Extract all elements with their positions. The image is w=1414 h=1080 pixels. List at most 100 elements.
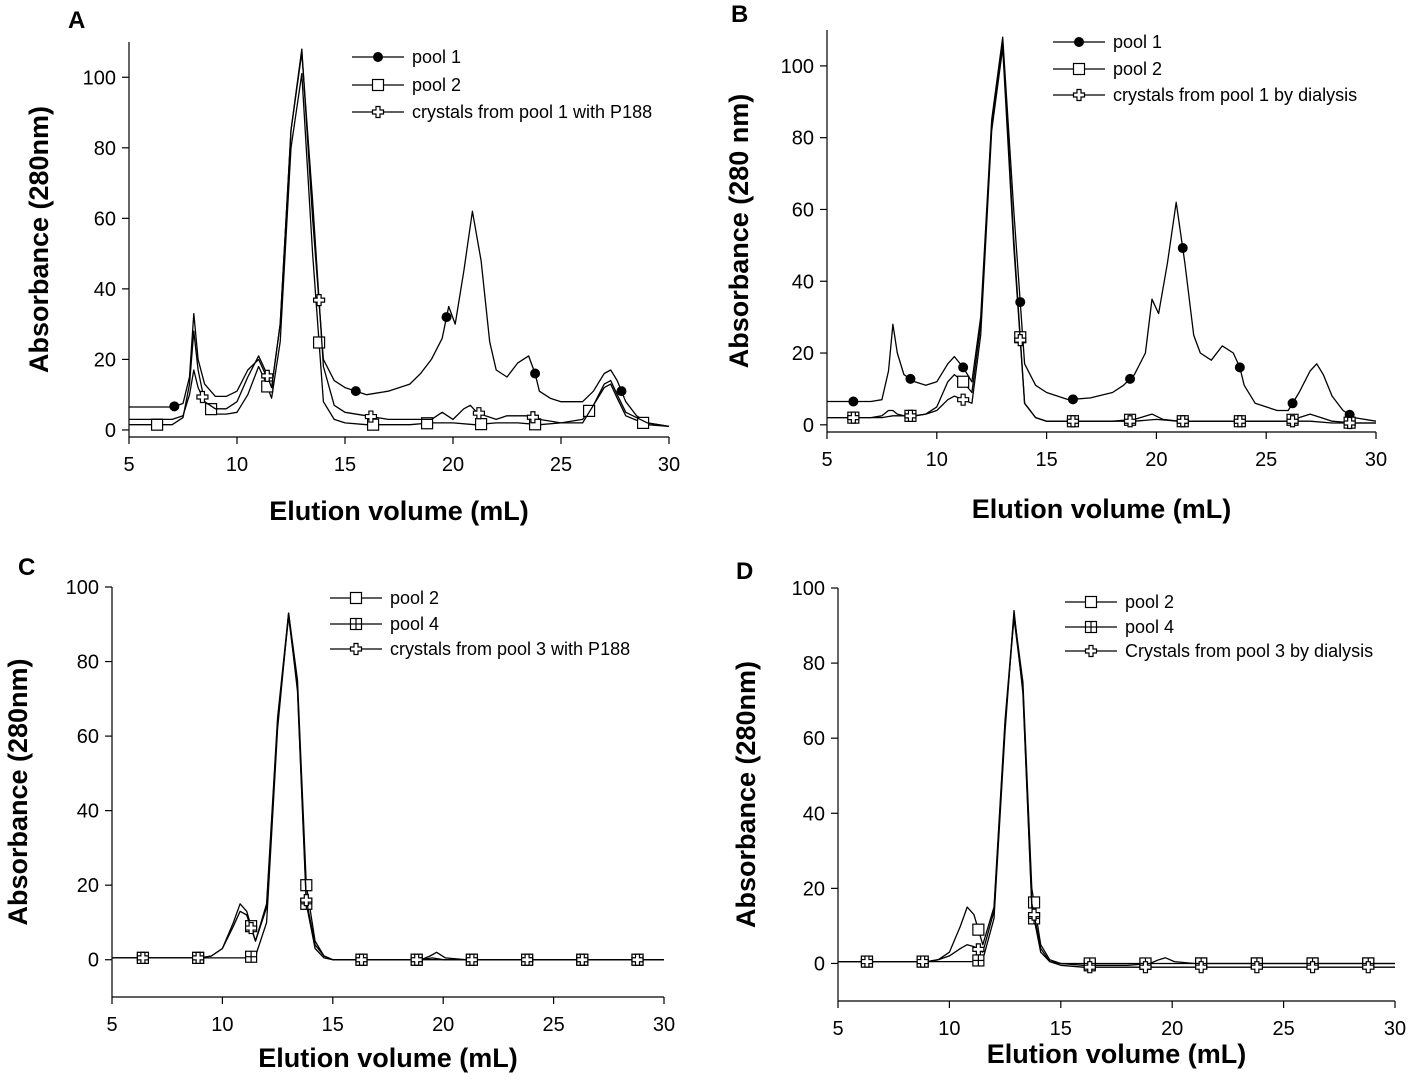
series-line [129, 73, 670, 428]
data-point-marker [312, 294, 326, 307]
data-point-marker [1287, 398, 1298, 409]
legend-label: pool 1 [412, 47, 461, 67]
y-tick-label: 100 [83, 67, 116, 89]
data-point-marker [972, 943, 985, 956]
data-point-marker [526, 411, 540, 424]
data-point-marker [1066, 415, 1080, 428]
data-point-marker [1195, 961, 1208, 974]
data-point-marker [441, 312, 452, 323]
y-tick-label: 60 [792, 199, 814, 221]
x-tick-label: 30 [1365, 449, 1387, 471]
legend-marker [373, 52, 383, 62]
legend-entry: pool 4 [1065, 617, 1174, 637]
series-line [129, 51, 670, 428]
legend-marker [371, 105, 385, 119]
x-tick-label: 20 [442, 454, 464, 476]
series-line [129, 48, 670, 428]
series-3 [838, 617, 1395, 974]
y-tick-label: 20 [94, 349, 116, 371]
data-point-marker [1027, 908, 1041, 921]
x-axis-title: Elution volume (mL) [269, 496, 529, 526]
y-tick-label: 60 [77, 726, 99, 748]
y-tick-label: 20 [792, 343, 814, 365]
legend-entry: crystals from pool 1 by dialysis [1053, 85, 1357, 105]
data-point-marker [1362, 961, 1375, 974]
x-tick-label: 15 [322, 1014, 344, 1036]
data-point-marker [355, 953, 368, 966]
legend-marker [1084, 644, 1098, 658]
x-axis-title: Elution volume (mL) [987, 1039, 1247, 1069]
legend-marker [1072, 62, 1086, 76]
series-2 [112, 612, 664, 966]
legend-label: pool 2 [390, 588, 439, 608]
series-3 [827, 47, 1376, 430]
y-axis-title: Absorbance (280nm) [3, 658, 33, 925]
data-point-marker [245, 921, 258, 935]
x-tick-label: 25 [1272, 1018, 1294, 1040]
data-point-marker [472, 407, 486, 420]
series-line [838, 617, 1395, 968]
x-tick-label: 25 [542, 1014, 564, 1036]
y-tick-label: 40 [94, 279, 116, 301]
data-point-marker [136, 951, 150, 964]
legend-label: crystals from pool 3 with P188 [390, 639, 630, 659]
x-tick-label: 15 [1035, 449, 1057, 471]
data-point-marker [957, 375, 970, 388]
data-point-marker [972, 923, 985, 936]
legend-entry: pool 1 [352, 47, 461, 67]
panel-letter: D [736, 558, 753, 585]
legend-label: pool 4 [1125, 617, 1174, 637]
data-point-marker [1067, 394, 1078, 405]
x-tick-label: 10 [926, 449, 948, 471]
data-point-marker [420, 417, 434, 430]
x-tick-label: 30 [653, 1014, 675, 1036]
legend-entry: pool 2 [1053, 59, 1162, 79]
data-point-marker [474, 418, 488, 431]
x-tick-label: 10 [226, 454, 248, 476]
x-tick-label: 10 [938, 1018, 960, 1040]
data-point-marker [1286, 415, 1299, 428]
legend-label: pool 2 [412, 75, 461, 95]
data-point-marker [1014, 334, 1027, 347]
legend-label: crystals from pool 1 with P188 [412, 102, 652, 122]
data-point-marker [410, 953, 423, 966]
data-point-marker [631, 953, 644, 966]
legend-entry: pool 1 [1053, 32, 1162, 52]
legend-label: crystals from pool 1 by dialysis [1113, 85, 1357, 105]
x-tick-label: 5 [821, 449, 832, 471]
data-point-marker [1123, 415, 1137, 428]
legend-marker [349, 642, 363, 656]
legend-entry: pool 2 [352, 75, 461, 95]
legend-entry: pool 2 [1065, 592, 1174, 612]
y-tick-label: 40 [803, 803, 825, 825]
data-point-marker [1177, 243, 1188, 254]
series-line [827, 47, 1376, 424]
y-tick-label: 0 [88, 950, 99, 972]
data-point-marker [261, 369, 274, 382]
data-point-marker [847, 411, 860, 424]
data-point-marker [1234, 362, 1245, 373]
data-point-marker [150, 418, 164, 431]
y-tick-label: 100 [792, 578, 825, 600]
data-point-marker [860, 955, 874, 968]
y-tick-label: 40 [792, 271, 814, 293]
x-tick-label: 30 [1384, 1018, 1406, 1040]
legend-marker [349, 617, 363, 631]
legend-marker [1074, 37, 1084, 47]
y-tick-label: 0 [105, 420, 116, 442]
data-point-marker [1343, 416, 1356, 430]
x-tick-label: 5 [123, 454, 134, 476]
y-tick-label: 0 [803, 415, 814, 437]
data-point-marker [364, 410, 378, 423]
data-point-marker [905, 373, 916, 384]
y-tick-label: 60 [94, 208, 116, 230]
y-tick-label: 100 [781, 56, 814, 78]
legend-entry: crystals from pool 3 with P188 [330, 639, 630, 659]
legend-label: pool 4 [390, 614, 439, 634]
legend-entry: Crystals from pool 3 by dialysis [1065, 641, 1373, 661]
series-line [112, 612, 664, 961]
legend-marker [1084, 595, 1098, 609]
panel-a: A 5 10 15 20 25 30 0 20 40 60 80 100 Elution volume (… [24, 7, 680, 526]
data-point-marker [1083, 961, 1096, 974]
y-axis-title: Absorbance (280nm) [24, 106, 54, 373]
